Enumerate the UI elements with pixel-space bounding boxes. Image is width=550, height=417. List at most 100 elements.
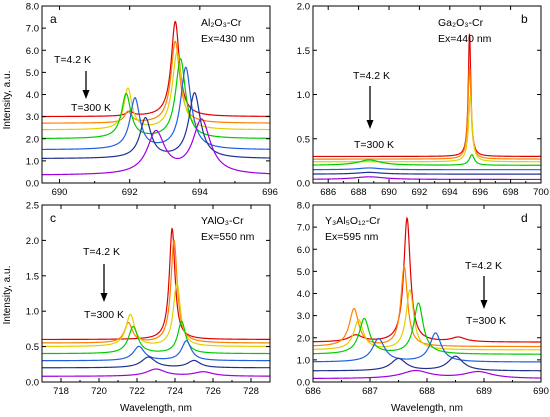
panel-b-ytick-label: 0.5: [297, 134, 310, 145]
panel-c-ytick-label: 2.0: [26, 236, 39, 247]
panel-d-ytick-label: 8.0: [297, 201, 310, 212]
panel-d-label-high: T=4.2 K: [465, 260, 502, 272]
panel-c-xtick-label: 720: [91, 386, 107, 397]
panel-a-series-5: [42, 66, 270, 151]
panel-a-ytick-label: 1.0: [26, 156, 39, 167]
panel-a-label-low: T=300 K: [71, 102, 111, 114]
panel-c-xtick-label: 722: [129, 386, 145, 397]
x-axis-label-left: Wavelength, nm: [120, 403, 192, 414]
y-axis-label-bottom: Intensity, a.u.: [2, 266, 13, 325]
panel-c-label-high: T=4.2 K: [83, 246, 120, 258]
panel-d-ytick-label: 5.0: [297, 267, 310, 278]
panel-c-series-group: [42, 227, 270, 377]
panel-a-ytick-label: 4.0: [26, 90, 39, 101]
panel-b-arrow-head: [366, 120, 374, 129]
panel-d-label-low: T=300 K: [466, 315, 506, 327]
panel-d-ytick-label: 3.0: [297, 311, 310, 322]
panel-d-ytick-label: 0.0: [297, 378, 310, 389]
panel-c-ytick-label: 2.5: [26, 201, 39, 212]
panel-b-label-high: T=4.2 K: [353, 70, 390, 82]
panel-c-arrow-head: [100, 293, 108, 302]
panel-a-material: Al₂O₃-Cr: [201, 17, 242, 29]
panel-a-series-2: [42, 40, 270, 124]
panel-d-ytick-label: 1.0: [297, 355, 310, 366]
panel-a-ytick-label: 7.0: [26, 24, 39, 35]
panel-b-series-4: [313, 153, 541, 166]
panel-a-label-high: T=4.2 K: [54, 54, 91, 66]
panel-b-series-5: [313, 167, 541, 171]
panel-c-series-6: [42, 356, 270, 369]
panel-a-series-6: [42, 92, 270, 159]
panel-d: 686 687 688 689 690 0.0 1.0 2.0 3.0 4.0 5.0 6.0 7.0 8…: [297, 201, 549, 415]
panel-b-xtick-label: 700: [533, 187, 549, 198]
panel-d-series-7: [313, 369, 541, 379]
panel-d-series-2: [313, 264, 541, 348]
panel-d-series-group: [313, 216, 541, 379]
panel-c-ytick-label: 0.0: [26, 378, 39, 389]
panel-d-series-6: [313, 355, 541, 372]
panel-b-plot: 686 688 690 692 694 696 698 700 0.0 0.5 1.0 1.5 2.0: [297, 2, 549, 199]
panel-d-arrow-head: [480, 300, 488, 309]
panel-c-label-low: T=300 K: [84, 309, 124, 321]
panel-a-ytick-label: 5.0: [26, 68, 39, 79]
panel-d-series-5: [313, 332, 541, 363]
panel-b-series-group: [313, 33, 541, 181]
panel-b-material: Ga₂O₃-Cr: [438, 17, 484, 29]
panel-a-letter: a: [50, 12, 57, 26]
panel-a-ytick-label: 2.0: [26, 134, 39, 145]
panel-c-plot: 718 720 722 724 726 728 0.0 0.5 1.0 1.5 2.0 2.5: [26, 201, 271, 397]
panel-b-xtick-label: 686: [320, 187, 336, 198]
panel-a-series-1: [42, 20, 270, 118]
panel-a-ytick-label: 8.0: [26, 2, 39, 13]
panel-d-series-3: [313, 289, 541, 351]
panel-a-xtick-label: 696: [262, 187, 278, 198]
panel-d-excitation: Ex=595 nm: [325, 231, 379, 243]
panel-b-series-7: [313, 176, 541, 181]
panel-a-ytick-label: 0.0: [26, 179, 39, 190]
panel-c-series-5: [42, 340, 270, 362]
panel-c-xtick-label: 718: [53, 386, 69, 397]
panel-d-ytick-label: 6.0: [297, 245, 310, 256]
panel-d-xtick-label: 686: [305, 386, 321, 397]
panel-d-xtick-label: 690: [533, 386, 549, 397]
panel-c-series-3: [42, 281, 270, 348]
panel-a-plot: 690 692 694 696 0.0 1.0 2.0 3.0 4.0 5.0 6.0 7.0 8.0: [26, 2, 278, 199]
panel-a-xtick-label: 690: [52, 187, 68, 198]
panel-a-xtick-label: 694: [192, 187, 208, 198]
panel-a-excitation: Ex=430 nm: [201, 33, 255, 45]
panel-b-excitation: Ex=440 nm: [438, 33, 492, 45]
panel-a-arrow-head: [82, 90, 90, 99]
panel-a-series-7: [42, 118, 270, 176]
panel-c-series-7: [42, 368, 270, 377]
panel-d-xtick-label: 688: [419, 386, 435, 397]
panel-d-ytick-label: 4.0: [297, 289, 310, 300]
panel-b-xtick-label: 694: [442, 187, 458, 198]
panel-b-xtick-label: 690: [381, 187, 397, 198]
panel-d-plot: 686 687 688 689 690 0.0 1.0 2.0 3.0 4.0 5.0 6.0 7.0 8…: [297, 201, 549, 398]
panel-b-ytick-label: 1.0: [297, 90, 310, 101]
panel-d-series-4: [313, 302, 541, 355]
panel-d-xtick-label: 689: [476, 386, 492, 397]
panel-d-letter: d: [521, 211, 528, 225]
panel-b-xtick-label: 698: [503, 187, 519, 198]
panel-a-series-3: [42, 51, 270, 131]
panel-c-excitation: Ex=550 nm: [201, 231, 255, 243]
panel-b-letter: b: [521, 12, 528, 26]
panel-a-series-group: [42, 20, 270, 176]
panel-d-xtick-label: 687: [362, 386, 378, 397]
panel-c-series-1: [42, 227, 270, 341]
panel-d-ytick-label: 7.0: [297, 223, 310, 234]
panel-b: 686 688 690 692 694 696 698 7000.00.51.01.52.0 …: [297, 2, 549, 199]
panel-b-series-2: [313, 66, 541, 160]
panel-a-xtick-label: 692: [122, 187, 138, 198]
panel-b-series-3: [313, 95, 541, 163]
panel-c-ytick-label: 1.5: [26, 271, 39, 282]
panel-d-ytick-label: 2.0: [297, 333, 310, 344]
panel-b-ytick-label: 1.5: [297, 46, 310, 57]
panel-a-ytick-label: 3.0: [26, 112, 39, 123]
panel-d-material: Y₃Al₅O₁₂-Cr: [325, 215, 381, 227]
panel-c-ytick-label: 1.0: [26, 307, 39, 318]
panel-b-series-6: [313, 171, 541, 175]
panel-c-xtick-label: 728: [243, 386, 259, 397]
